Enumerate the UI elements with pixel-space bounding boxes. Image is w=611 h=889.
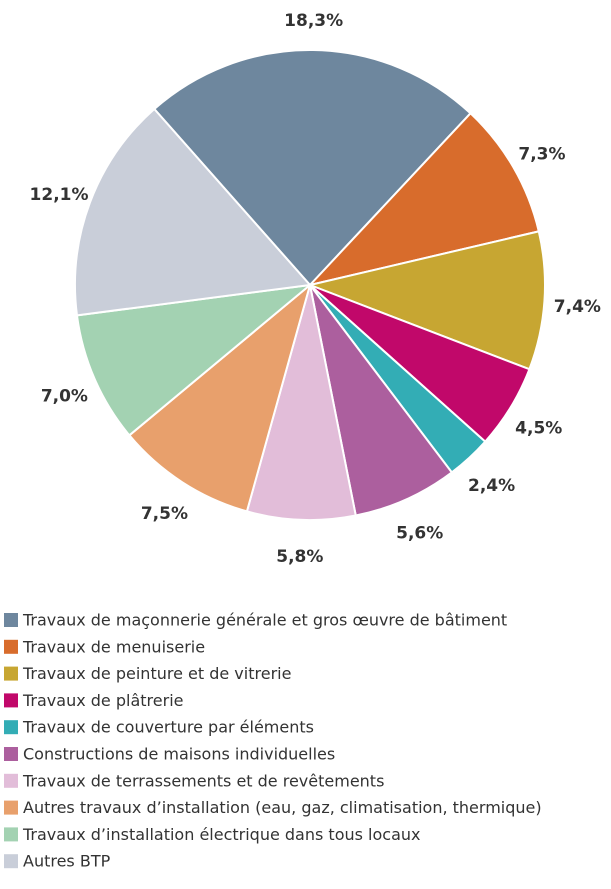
legend-label: Travaux d’installation électrique dans t…: [22, 825, 421, 844]
legend-label: Travaux de maçonnerie générale et gros œ…: [22, 611, 507, 630]
pie-slice: [306, 230, 546, 371]
value-label: 2,4%: [468, 476, 515, 496]
pie-slice: [75, 283, 314, 437]
legend-label: Travaux de menuiserie: [22, 637, 205, 656]
value-label: 18,3%: [284, 11, 343, 31]
value-label: 7,4%: [554, 297, 601, 317]
pie-slice: [152, 49, 472, 287]
legend-label: Autres BTP: [23, 852, 111, 871]
legend-swatch: [4, 613, 18, 627]
legend-swatch: [4, 827, 18, 842]
legend-swatch: [4, 747, 18, 761]
legend-swatch: [4, 639, 18, 654]
legend-swatch: [4, 773, 18, 788]
value-label: 5,8%: [276, 547, 323, 567]
legend-swatch: [4, 720, 18, 735]
value-label: 5,6%: [396, 524, 443, 544]
legend-swatch: [4, 693, 18, 708]
legend-label: Travaux de couverture par éléments: [22, 718, 314, 737]
legend-label: Travaux de terrassements et de revêtemen…: [22, 771, 384, 790]
pie-slice: [309, 284, 454, 517]
pie-slice: [307, 111, 540, 287]
legend-label: Travaux de peinture et de vitrerie: [22, 664, 291, 683]
legend-label: Travaux de plâtrerie: [22, 691, 183, 710]
pie-slice: [74, 107, 312, 317]
legend-swatch: [4, 800, 18, 815]
value-label: 7,0%: [41, 386, 88, 406]
legend-label: Constructions de maisons individuelles: [23, 745, 335, 764]
pie-slice: [127, 282, 312, 513]
legend-swatch: [4, 666, 18, 681]
value-label: 4,5%: [515, 419, 562, 439]
legend-swatch: [4, 854, 18, 869]
value-label: 12,1%: [30, 185, 89, 205]
value-label: 7,3%: [518, 145, 565, 165]
value-label: 7,5%: [141, 504, 188, 524]
legend-label: Autres travaux d’installation (eau, gaz,…: [23, 798, 542, 817]
pie-slice: [245, 284, 357, 521]
